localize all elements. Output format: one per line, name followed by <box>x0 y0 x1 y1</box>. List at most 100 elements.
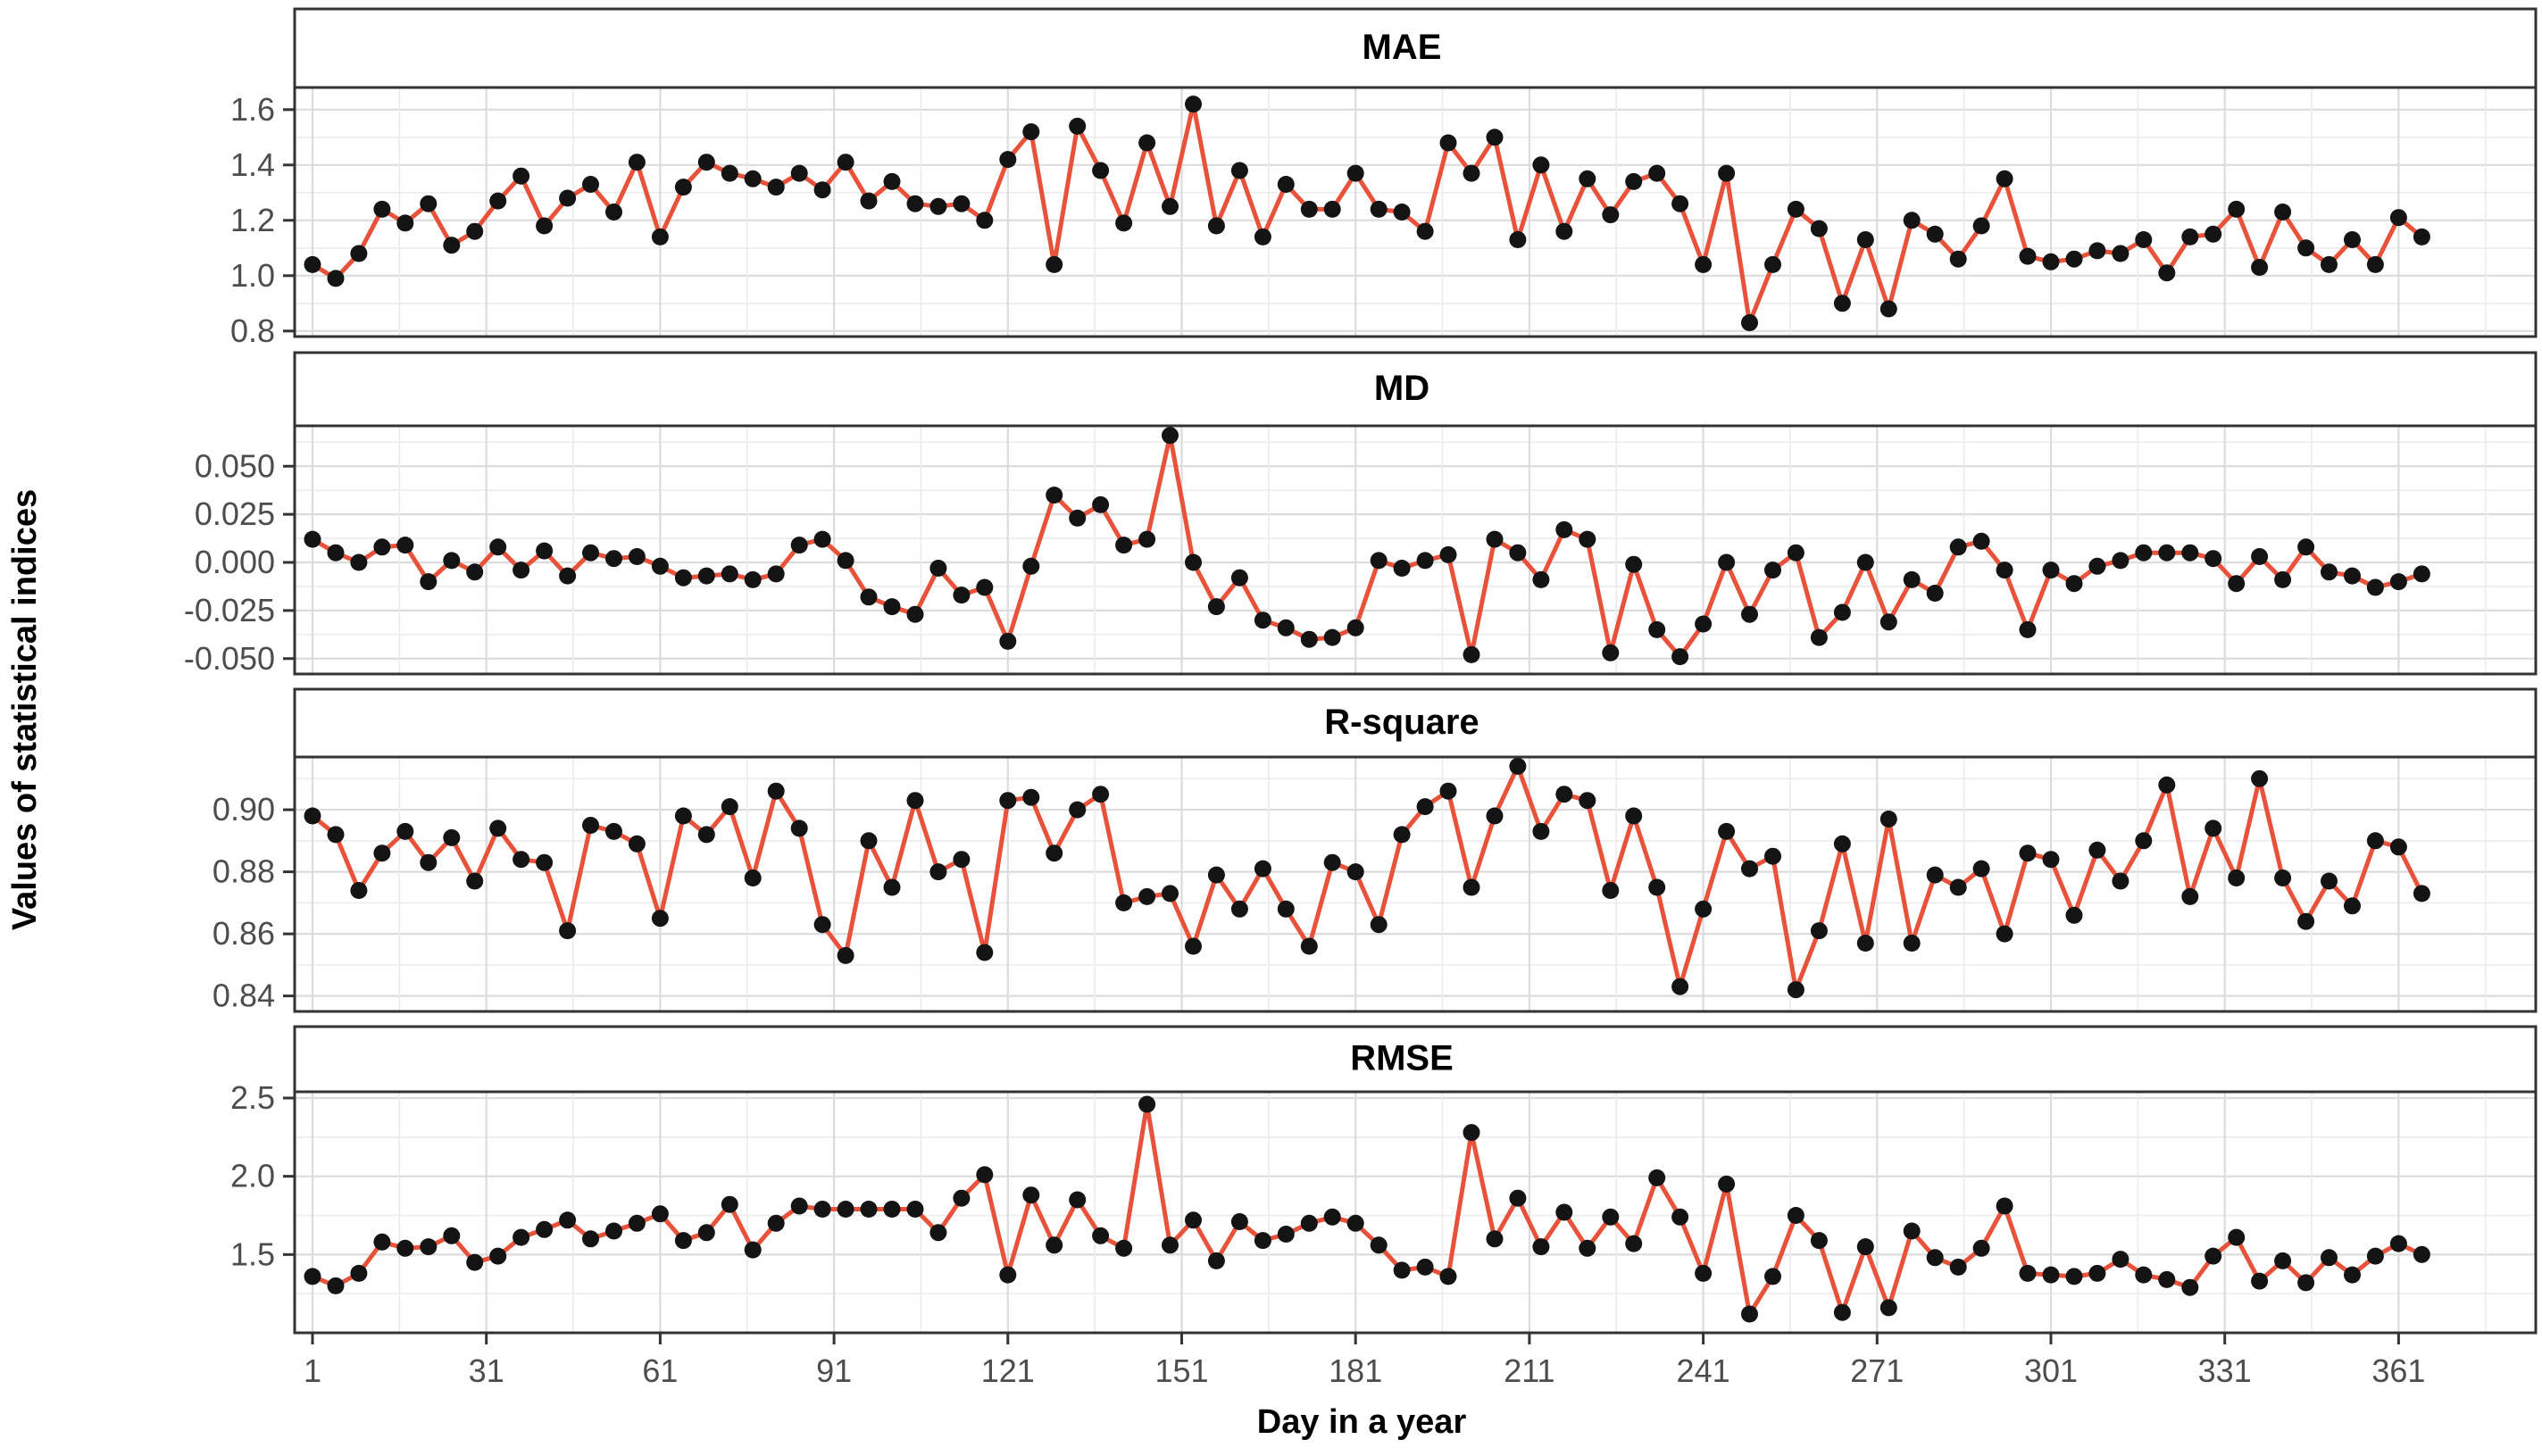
data-point <box>813 916 831 934</box>
data-point <box>953 195 971 212</box>
facet-strip <box>293 7 2538 89</box>
data-point <box>744 570 762 588</box>
data-point <box>2366 832 2384 850</box>
data-point <box>1856 231 1874 248</box>
data-point <box>837 946 854 964</box>
data-point <box>2042 562 2060 579</box>
data-point <box>1046 487 1063 504</box>
data-point <box>1671 1208 1689 1226</box>
data-point <box>2135 832 2153 850</box>
data-point <box>1949 1258 1967 1276</box>
data-point <box>1972 217 1990 235</box>
data-point <box>536 217 554 235</box>
y-tick-label: 0.050 <box>195 447 275 484</box>
data-point <box>2228 1228 2246 1246</box>
data-point <box>327 544 345 562</box>
data-point <box>1254 228 1271 245</box>
data-point <box>1162 197 1179 215</box>
data-point <box>1856 935 1874 952</box>
data-point <box>327 1277 345 1294</box>
data-point <box>2321 563 2338 581</box>
data-point <box>1185 937 1202 955</box>
data-point <box>2158 264 2176 282</box>
data-point <box>2366 1247 2384 1265</box>
data-point <box>651 557 669 575</box>
panel-rmse: RMSE 2.5 2.0 1.5 <box>230 1025 2538 1335</box>
data-point <box>1579 1239 1596 1257</box>
data-point <box>396 537 414 554</box>
data-point <box>697 1224 715 1242</box>
data-point <box>1764 562 1781 579</box>
data-point <box>999 632 1017 650</box>
data-point <box>2112 1251 2129 1269</box>
data-point <box>976 1166 994 1184</box>
data-point <box>373 844 391 862</box>
data-point <box>1764 255 1781 273</box>
data-point <box>2344 1266 2361 1284</box>
data-point <box>721 798 738 816</box>
data-point <box>1648 1169 1666 1186</box>
data-point <box>1695 900 1713 918</box>
data-point <box>2181 887 2199 905</box>
data-point <box>2297 1274 2315 1292</box>
data-point <box>953 851 971 869</box>
panel-mae: MAE 1.6 1.4 1.2 1.0 0.8 <box>230 7 2538 349</box>
data-point <box>373 200 391 218</box>
data-point <box>1022 788 1040 806</box>
data-point <box>1115 894 1133 911</box>
data-point <box>813 181 831 199</box>
data-point <box>443 1227 461 1244</box>
data-point <box>1555 222 1573 240</box>
data-point <box>582 544 599 562</box>
panel-border <box>293 424 2538 676</box>
data-point <box>1230 569 1248 587</box>
data-point <box>2389 838 2407 856</box>
data-point <box>1602 882 1620 899</box>
data-point <box>837 1201 854 1218</box>
data-point <box>1695 255 1713 273</box>
data-point <box>628 835 646 853</box>
data-point <box>767 565 785 583</box>
data-point <box>1439 134 1457 152</box>
data-point <box>350 245 368 262</box>
data-point <box>1532 1238 1550 1256</box>
data-point <box>2389 573 2407 591</box>
data-point <box>304 530 321 548</box>
data-point <box>1346 863 1364 881</box>
data-point <box>929 863 947 881</box>
data-point <box>1486 129 1504 146</box>
data-point <box>1856 1238 1874 1256</box>
data-point <box>860 192 878 210</box>
data-point <box>489 538 507 556</box>
data-point <box>1671 978 1689 995</box>
data-point <box>1092 162 1110 179</box>
data-point <box>1787 200 1804 218</box>
data-point <box>1162 885 1179 903</box>
data-point <box>744 869 762 886</box>
data-point <box>2181 1278 2199 1296</box>
data-point <box>2065 250 2083 268</box>
y-tick-label: -0.050 <box>184 640 275 677</box>
data-point <box>327 270 345 287</box>
data-point <box>813 1201 831 1218</box>
data-point <box>1486 530 1504 548</box>
data-point <box>1996 170 2013 187</box>
facet-strip <box>293 351 2538 428</box>
data-point <box>1439 1268 1457 1285</box>
data-point <box>1115 214 1133 232</box>
data-point <box>1741 860 1758 878</box>
data-point <box>2065 906 2083 924</box>
data-point <box>1926 225 1944 243</box>
data-point <box>1463 164 1480 182</box>
y-tick-label: 1.6 <box>230 91 275 128</box>
data-point <box>350 1264 368 1282</box>
data-point <box>2344 567 2361 585</box>
x-tick-label: 211 <box>1504 1352 1554 1389</box>
data-point <box>1555 786 1573 803</box>
data-point <box>837 154 854 171</box>
data-point <box>1277 1226 1295 1243</box>
data-point <box>1695 615 1713 633</box>
data-point <box>536 853 554 871</box>
data-point <box>513 1228 530 1246</box>
